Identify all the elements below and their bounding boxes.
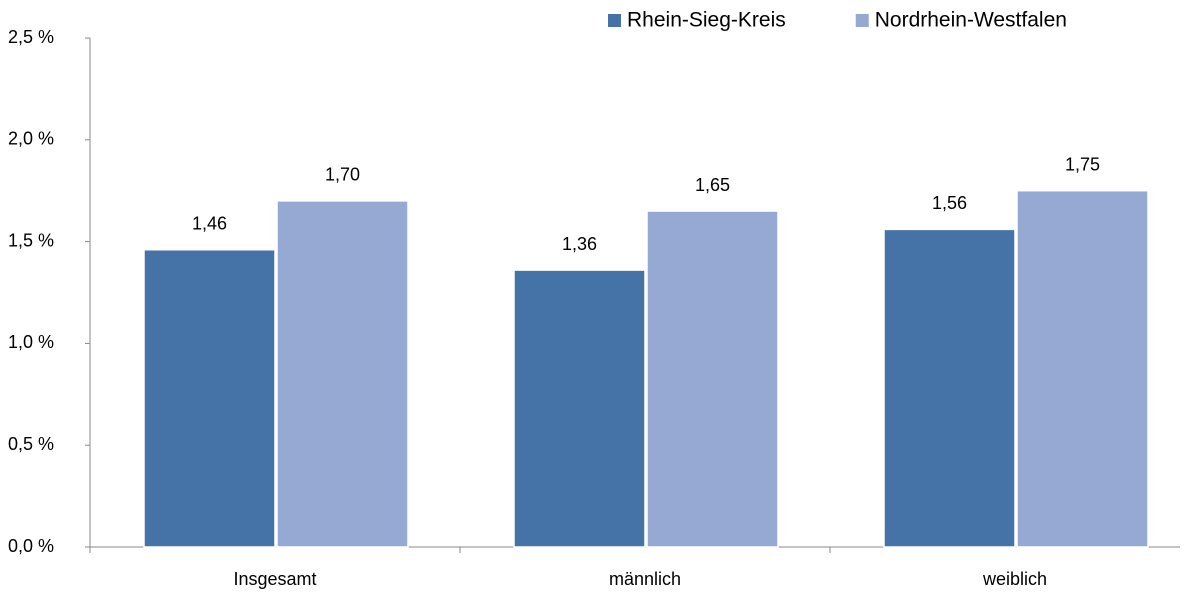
bar [1016,189,1149,548]
y-tick-label: 2,0 % [8,129,54,149]
legend-label: Nordrhein-Westfalen [875,9,1067,32]
bar [883,228,1016,548]
bar [513,269,646,548]
value-label: 1,75 [1065,154,1100,174]
value-label: 1,65 [695,175,730,195]
x-tick-label: männlich [609,569,681,589]
y-tick-label: 1,0 % [8,332,54,352]
y-tick-label: 0,0 % [8,536,54,556]
legend-swatch [855,14,869,27]
value-label: 1,56 [932,193,967,213]
y-tick-label: 1,5 % [8,230,54,250]
bar [143,248,276,548]
value-label: 1,70 [325,165,360,185]
value-label: 1,46 [192,213,227,233]
x-tick-label: Insgesamt [233,569,316,589]
legend-swatch [608,14,621,27]
x-tick-label: weiblich [982,569,1047,589]
legend-label: Rhein-Sieg-Kreis [627,9,786,32]
value-label: 1,36 [562,234,597,254]
y-tick-label: 0,5 % [8,434,54,454]
bar [646,210,779,548]
y-tick-label: 2,5 % [8,27,54,47]
bar [276,200,409,548]
